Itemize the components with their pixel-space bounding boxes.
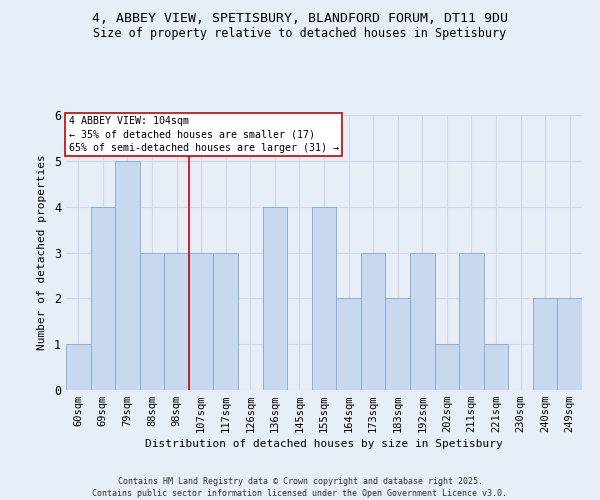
Bar xyxy=(410,252,434,390)
X-axis label: Distribution of detached houses by size in Spetisbury: Distribution of detached houses by size … xyxy=(145,440,503,450)
Bar xyxy=(164,252,189,390)
Bar xyxy=(385,298,410,390)
Bar xyxy=(189,252,214,390)
Bar xyxy=(66,344,91,390)
Bar xyxy=(557,298,582,390)
Text: Size of property relative to detached houses in Spetisbury: Size of property relative to detached ho… xyxy=(94,28,506,40)
Bar xyxy=(91,206,115,390)
Bar xyxy=(312,206,336,390)
Bar xyxy=(533,298,557,390)
Text: 4, ABBEY VIEW, SPETISBURY, BLANDFORD FORUM, DT11 9DU: 4, ABBEY VIEW, SPETISBURY, BLANDFORD FOR… xyxy=(92,12,508,26)
Bar xyxy=(484,344,508,390)
Bar xyxy=(434,344,459,390)
Bar xyxy=(115,161,140,390)
Text: Contains HM Land Registry data © Crown copyright and database right 2025.
Contai: Contains HM Land Registry data © Crown c… xyxy=(92,476,508,498)
Bar xyxy=(214,252,238,390)
Bar xyxy=(263,206,287,390)
Bar xyxy=(459,252,484,390)
Bar xyxy=(140,252,164,390)
Y-axis label: Number of detached properties: Number of detached properties xyxy=(37,154,47,350)
Bar xyxy=(336,298,361,390)
Bar xyxy=(361,252,385,390)
Text: 4 ABBEY VIEW: 104sqm
← 35% of detached houses are smaller (17)
65% of semi-detac: 4 ABBEY VIEW: 104sqm ← 35% of detached h… xyxy=(68,116,338,153)
